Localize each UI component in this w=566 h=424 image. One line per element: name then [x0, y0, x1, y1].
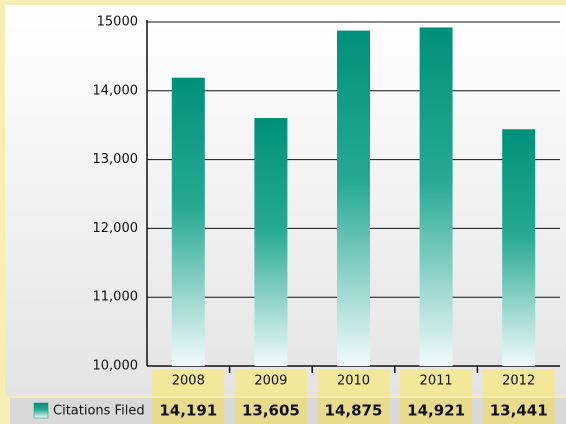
- y-tick-label: 12,000: [93, 221, 139, 236]
- value-label: 13,605: [242, 402, 300, 420]
- bar: [171, 77, 205, 366]
- x-tick-label: 2008: [172, 374, 205, 389]
- value-highlight: [482, 398, 555, 424]
- value-label: 14,921: [407, 402, 465, 420]
- y-tick-label: 15000: [97, 15, 138, 30]
- category-highlight: [482, 369, 555, 396]
- y-tick-label: 11,000: [93, 290, 139, 305]
- legend-label: Citations Filed: [53, 404, 145, 419]
- x-tick-label: 2011: [420, 374, 453, 389]
- bar: [419, 27, 453, 366]
- category-highlight: [234, 369, 307, 396]
- value-label: 13,441: [490, 402, 548, 420]
- x-tick-label: 2010: [337, 374, 370, 389]
- value-highlight: [152, 398, 225, 424]
- y-tick-label: 14,000: [93, 83, 139, 98]
- bar: [502, 129, 536, 366]
- value-label: 14,191: [159, 402, 217, 420]
- y-tick-label: 13,000: [93, 152, 139, 167]
- value-highlight: [317, 398, 390, 424]
- legend-swatch: [33, 402, 49, 419]
- value-label: 14,875: [325, 402, 383, 420]
- value-highlight: [234, 398, 307, 424]
- category-highlight: [152, 369, 225, 396]
- value-highlight: [400, 398, 473, 424]
- x-tick-label: 2009: [254, 374, 287, 389]
- category-highlight: [400, 369, 473, 396]
- x-tick-label: 2012: [502, 374, 535, 389]
- category-highlight: [317, 369, 390, 396]
- bar: [254, 117, 288, 366]
- y-tick-label: 10,000: [93, 359, 139, 374]
- bar: [337, 30, 370, 366]
